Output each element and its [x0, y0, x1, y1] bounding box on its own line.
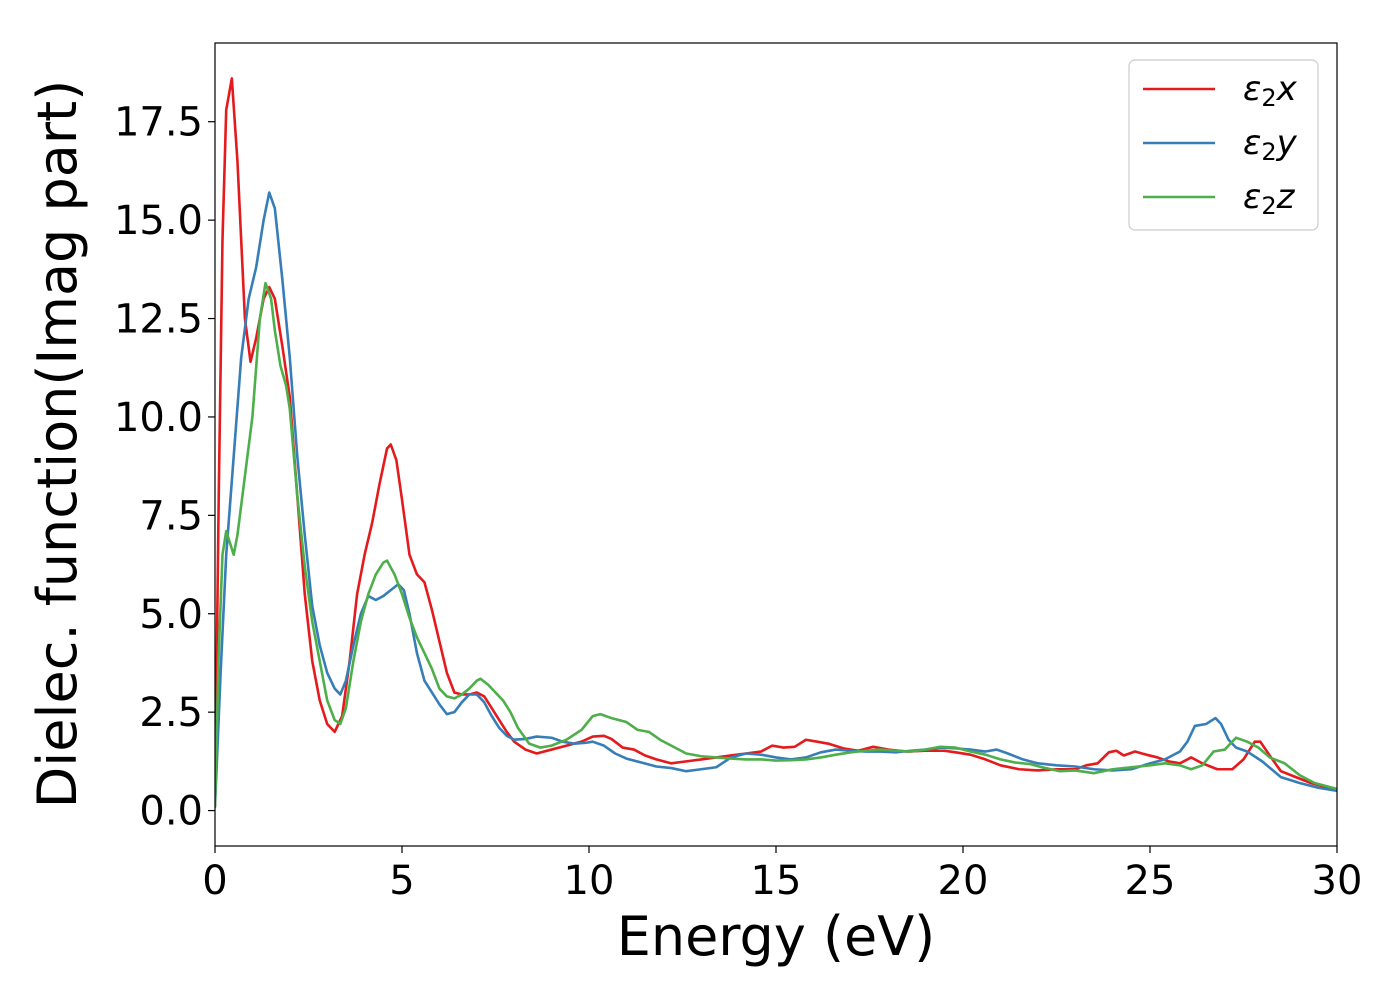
series-line-x [215, 77, 1337, 804]
x-tick-label: 30 [1312, 858, 1363, 904]
x-tick-label: 10 [564, 858, 615, 904]
legend-box [1128, 59, 1319, 231]
y-tick-label: 5.0 [139, 592, 203, 638]
y-tick-label: 10.0 [114, 395, 203, 441]
y-axis-label: Dielec. function(Imag part) [26, 80, 89, 809]
x-tick-label: 15 [751, 858, 802, 904]
series-line-z [215, 281, 1337, 808]
legend-label-z: ε2z [1243, 177, 1296, 220]
y-tick-label: 0.0 [139, 789, 203, 835]
y-tick-label: 15.0 [114, 198, 203, 244]
y-axis: 0.0 2.5 5.0 7.5 10.0 12.5 15.0 17.5 [114, 100, 215, 835]
series-line-y [215, 191, 1337, 808]
series-layer [215, 77, 1337, 808]
x-axis-label: Energy (eV) [617, 905, 936, 968]
x-tick-label: 5 [389, 858, 414, 904]
y-tick-label: 12.5 [114, 297, 203, 343]
y-tick-label: 7.5 [139, 493, 203, 539]
legend-label-x: ε2x [1243, 69, 1298, 112]
x-axis: 0 5 10 15 20 25 30 [202, 846, 1362, 904]
x-tick-label: 20 [938, 858, 989, 904]
y-tick-label: 17.5 [114, 100, 203, 146]
legend-label-y: ε2y [1243, 123, 1298, 166]
x-tick-label: 25 [1125, 858, 1176, 904]
x-tick-label: 0 [202, 858, 227, 904]
y-tick-label: 2.5 [139, 690, 203, 736]
legend-items: ε2x ε2y ε2z [1143, 69, 1298, 220]
legend: ε2x ε2y ε2z [1128, 59, 1319, 231]
